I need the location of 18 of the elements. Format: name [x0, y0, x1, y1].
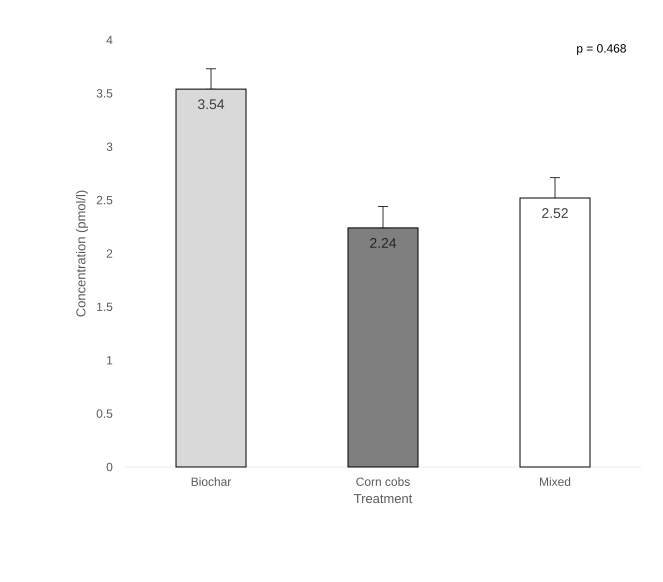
data-label: 2.24	[370, 238, 396, 248]
annotation: p = 0.468	[577, 44, 626, 55]
y-tick-label: 3	[106, 142, 112, 151]
y-tick-label: 2.5	[96, 196, 112, 204]
y-tick-label: 4	[106, 36, 112, 44]
x-tick-label: Biochar	[192, 477, 232, 486]
y-tick-label: 3.5	[96, 89, 112, 98]
data-label: 3.54	[198, 99, 224, 110]
y-tick-label: 1.5	[97, 302, 112, 312]
y-tick-label: 0.5	[96, 409, 112, 418]
y-axis-title: Concentration (pmol/l)	[76, 190, 88, 317]
x-tick-label: Mixed	[540, 477, 570, 486]
y-tick-label: 0	[106, 462, 112, 472]
x-tick-label: Corn cobs	[356, 477, 410, 486]
x-axis-title: Treatment	[354, 494, 412, 504]
data-label: 2.52	[542, 208, 568, 218]
y-tick-label: 2	[106, 249, 112, 258]
y-tick-label: 1	[107, 356, 112, 364]
